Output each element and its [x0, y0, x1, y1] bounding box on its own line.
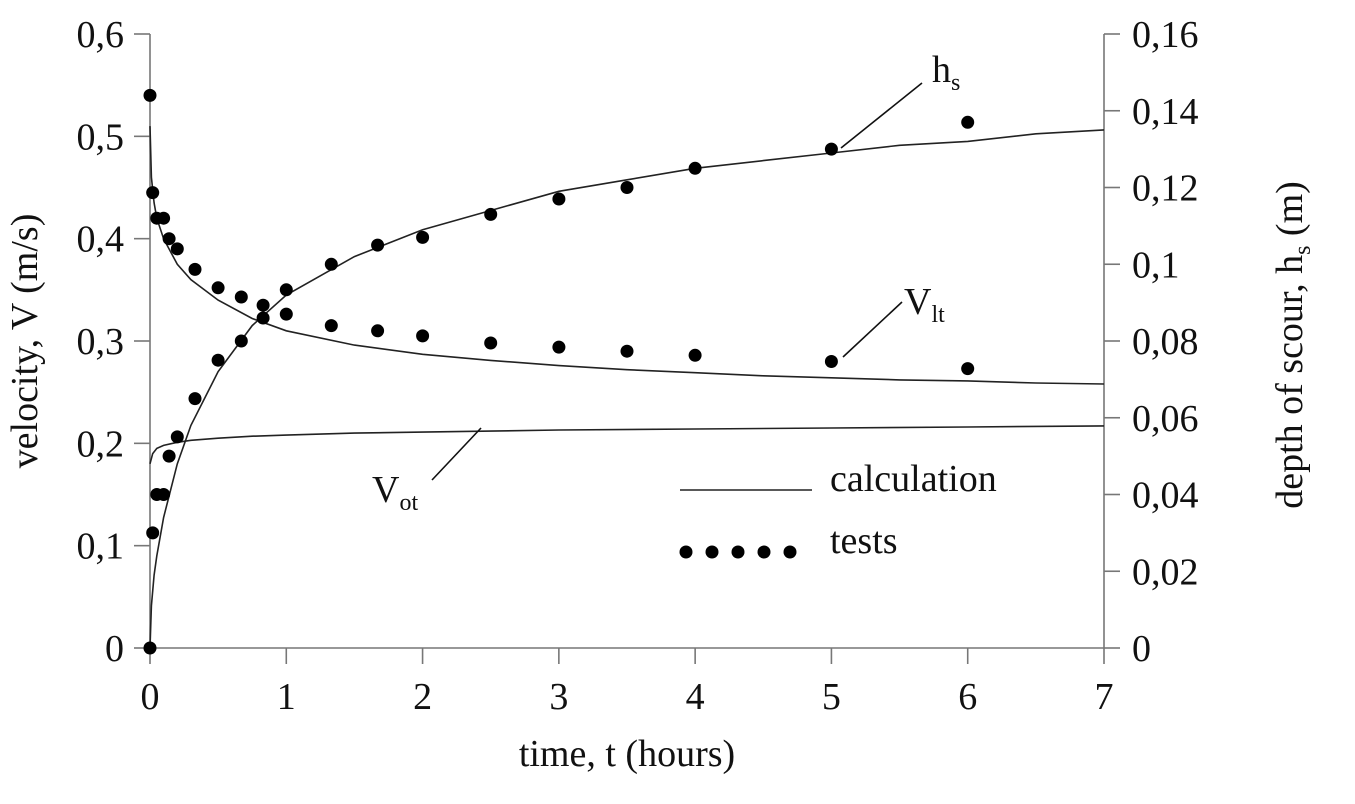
y-right-tick-label: 0	[1132, 628, 1151, 670]
y-left-tick-label: 0	[105, 628, 124, 670]
legend-tests-label: tests	[830, 520, 898, 562]
test-point-hs	[234, 334, 248, 348]
x-tick-label: 3	[549, 676, 568, 718]
test-point-hs	[256, 311, 270, 325]
test-point-hs	[324, 257, 338, 271]
test-point-hs	[170, 430, 184, 444]
test-point-vlt	[688, 348, 702, 362]
test-point-vlt	[157, 211, 171, 225]
annotation-vlt: Vlt	[904, 281, 945, 328]
y-right-tick-label: 0,12	[1132, 168, 1199, 210]
y-right-tick-label: 0,06	[1132, 398, 1199, 440]
x-tick-label: 5	[822, 676, 841, 718]
y-right-tick-label: 0,14	[1132, 91, 1199, 133]
test-point-vlt	[146, 186, 160, 200]
test-point-vlt	[143, 88, 157, 102]
test-point-vlt	[620, 344, 634, 358]
test-point-hs	[157, 488, 171, 501]
test-point-hs	[279, 307, 293, 321]
test-point-vlt	[371, 324, 385, 338]
right-y-axis-title: depth of scour, hs (m)	[1269, 181, 1316, 509]
test-point-hs	[211, 353, 225, 367]
x-tick-label: 2	[413, 676, 432, 718]
leader-hs	[840, 82, 923, 149]
test-point-vlt	[188, 262, 202, 276]
test-point-hs	[688, 161, 702, 175]
y-left-tick-label: 0,1	[77, 526, 125, 568]
x-tick-label: 7	[1095, 676, 1114, 718]
x-tick-label: 4	[686, 676, 705, 718]
test-point-vlt	[484, 336, 498, 350]
y-left-tick-label: 0,4	[77, 219, 125, 261]
test-point-hs	[416, 230, 430, 244]
calc-curve-vot	[149, 425, 1105, 465]
test-point-vlt	[824, 355, 838, 368]
calc-curve-vlt	[149, 126, 1105, 385]
y-right-tick-label: 0,08	[1132, 321, 1199, 363]
test-point-hs	[188, 392, 202, 406]
test-point-hs	[484, 207, 498, 221]
legend-tests-swatch	[679, 545, 797, 559]
test-point-hs	[371, 238, 385, 252]
calculation-curves	[149, 126, 1105, 649]
axes	[149, 34, 1105, 649]
y-left-tick-label: 0,2	[77, 423, 125, 465]
legend-calculation-label: calculation	[830, 458, 997, 500]
test-point-vlt	[162, 232, 176, 246]
annotation-hs: hs	[932, 49, 960, 96]
test-point-vlt	[324, 319, 338, 333]
test-point-hs	[824, 142, 838, 156]
leader-vlt	[842, 301, 903, 358]
test-point-hs	[552, 192, 566, 206]
test-point-hs	[143, 641, 157, 655]
calc-curve-hs	[149, 129, 1105, 649]
y-left-tick-label: 0,5	[77, 116, 125, 158]
test-points	[143, 88, 975, 655]
test-point-vlt	[416, 329, 430, 343]
x-axis-title: time, t (hours)	[519, 733, 735, 775]
y-left-tick-label: 0,6	[77, 14, 125, 56]
x-tick-label: 0	[141, 676, 160, 718]
test-point-vlt	[211, 281, 225, 295]
test-point-vlt	[170, 242, 184, 256]
y-right-tick-label: 0,16	[1132, 14, 1199, 56]
test-point-vlt	[234, 290, 248, 304]
test-point-hs	[146, 526, 160, 540]
test-point-hs	[162, 449, 176, 463]
annotation-vot: Vot	[372, 469, 418, 516]
x-tick-label: 6	[958, 676, 977, 718]
test-point-vlt	[256, 298, 270, 312]
x-tick-label: 1	[277, 676, 296, 718]
y-right-tick-label: 0,1	[1132, 244, 1180, 286]
y-right-tick-label: 0,02	[1132, 551, 1199, 593]
test-point-vlt	[552, 340, 566, 354]
test-point-hs	[620, 181, 634, 194]
annotation-leaders	[431, 82, 923, 481]
leader-vot	[431, 427, 482, 481]
test-point-vlt	[279, 283, 293, 297]
y-left-tick-label: 0,3	[77, 321, 125, 363]
y-right-tick-label: 0,04	[1132, 475, 1199, 517]
ticks: 0 1 2 3 4 5 6 700,10,20,30,40,50,600,020,040,06…	[77, 14, 1199, 718]
test-point-vlt	[961, 362, 975, 376]
left-y-axis-title: velocity, V (m/s)	[4, 214, 46, 469]
test-point-hs	[961, 115, 975, 129]
legend: calculation tests	[679, 458, 997, 562]
